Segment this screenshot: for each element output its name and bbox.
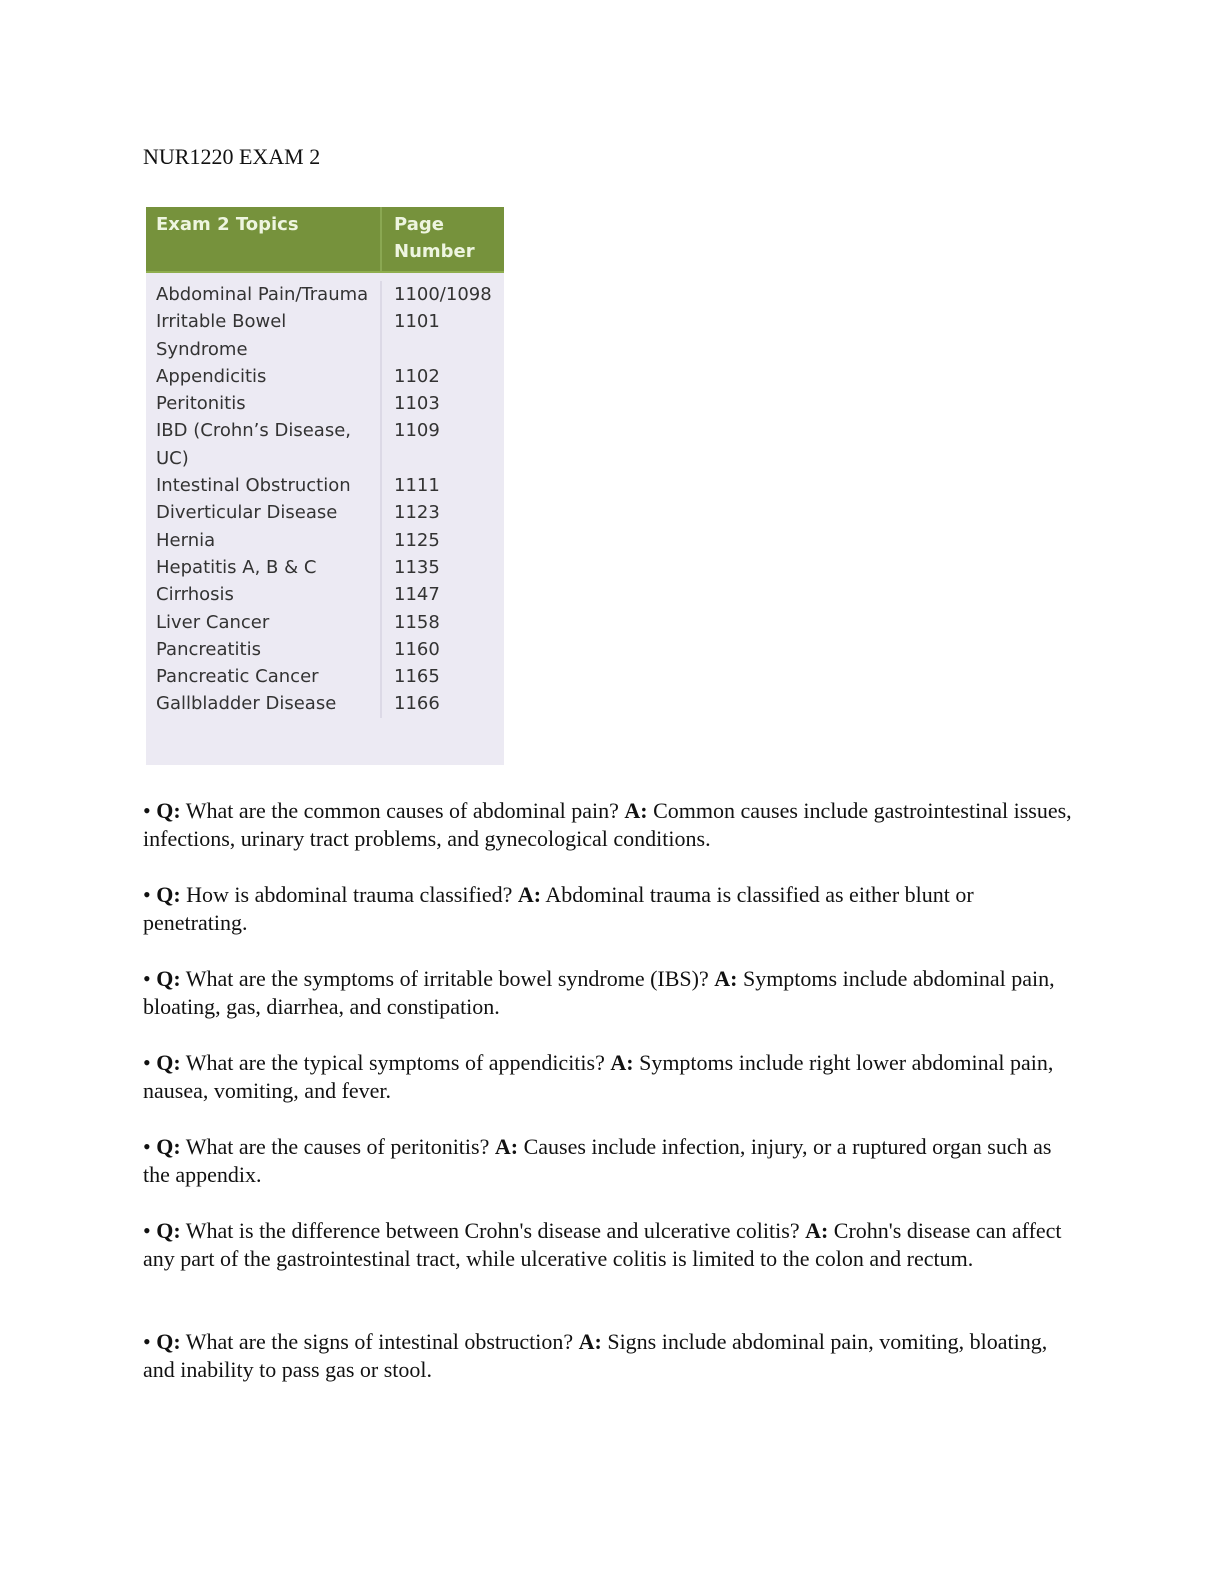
answer-text: Crohn's disease can affect any part of t… <box>143 1218 1062 1271</box>
question-text: What are the symptoms of irritable bowel… <box>180 966 715 991</box>
page-cell: 1135 <box>380 553 504 582</box>
qa-item: • Q: What are the causes of peritonitis?… <box>143 1133 1083 1189</box>
topic-cell: Pancreatitis <box>156 638 261 660</box>
topic-cell: Cirrhosis <box>156 584 234 606</box>
question-text: How is abdominal trauma classified? <box>180 882 518 907</box>
topic-cell: Intestinal Obstruction <box>156 475 351 497</box>
question-text: What are the causes of peritonitis? <box>180 1134 495 1159</box>
table-row: Pancreatitis 1160 <box>146 635 504 664</box>
bullet-icon: • <box>143 1050 157 1075</box>
topic-cell: IBD (Crohn’s Disease, UC) <box>156 420 352 469</box>
answer-text: Signs include abdominal pain, vomiting, … <box>143 1329 1048 1382</box>
bullet-icon: • <box>143 1134 157 1159</box>
qa-item: • Q: How is abdominal trauma classified?… <box>143 881 1083 937</box>
page-cell: 1109 <box>380 417 504 473</box>
question-label: Q: <box>156 966 181 991</box>
answer-label: A: <box>624 798 648 823</box>
bullet-icon: • <box>143 798 157 823</box>
qa-item: • Q: What are the symptoms of irritable … <box>143 965 1083 1021</box>
answer-text: Symptoms include abdominal pain, bloatin… <box>143 966 1055 1019</box>
table-body: Abdominal Pain/Trauma 1100/1098 Irritable … <box>146 273 504 718</box>
question-label: Q: <box>156 1050 181 1075</box>
header-topics: Exam 2 Topics <box>156 214 299 235</box>
table-row: Pancreatic Cancer 1165 <box>146 663 504 691</box>
page-cell: 1166 <box>380 690 504 718</box>
document-title: NUR1220 EXAM 2 <box>143 144 321 169</box>
topics-table: Exam 2 Topics Page Number Abdominal Pain… <box>146 207 504 765</box>
page-cell: 1100/1098 <box>380 281 504 309</box>
answer-label: A: <box>610 1050 634 1075</box>
header-page-number: Page Number <box>380 207 504 271</box>
answer-label: A: <box>578 1329 602 1354</box>
answer-label: A: <box>494 1134 519 1159</box>
bullet-icon: • <box>143 1218 157 1243</box>
table-row: Appendicitis 1102 <box>146 362 504 391</box>
question-label: Q: <box>156 1134 181 1159</box>
table-row: Irritable Bowel Syndrome 1101 <box>146 308 504 363</box>
answer-text: Common causes include gastrointestinal i… <box>143 798 1072 851</box>
qa-item: • Q: What are the typical symptoms of ap… <box>143 1049 1083 1105</box>
page-cell: 1103 <box>380 390 504 418</box>
table-row: Hepatitis A, B & C 1135 <box>146 553 504 582</box>
topic-cell: Irritable Bowel Syndrome <box>156 311 287 360</box>
topic-cell: Peritonitis <box>156 393 246 415</box>
question-text: What are the signs of intestinal obstruc… <box>180 1329 579 1354</box>
topic-cell: Hernia <box>156 529 216 551</box>
page-cell: 1165 <box>380 663 504 691</box>
answer-text: Causes include infection, injury, or a r… <box>143 1134 1052 1187</box>
answer-label: A: <box>805 1218 829 1243</box>
page-cell: 1147 <box>380 581 504 609</box>
question-label: Q: <box>156 798 181 823</box>
topic-cell: Abdominal Pain/Trauma <box>156 284 369 305</box>
table-row: Gallbladder Disease 1166 <box>146 690 504 718</box>
table-row: Peritonitis 1103 <box>146 390 504 418</box>
topic-cell: Diverticular Disease <box>156 502 338 524</box>
qa-item: • Q: What are the common causes of abdom… <box>143 797 1083 853</box>
page-cell: 1111 <box>380 472 504 500</box>
question-label: Q: <box>156 882 181 907</box>
bullet-icon: • <box>143 882 157 907</box>
bullet-icon: • <box>143 1329 157 1354</box>
table-row: Abdominal Pain/Trauma 1100/1098 <box>146 281 504 309</box>
answer-label: A: <box>517 882 542 907</box>
table-row: Diverticular Disease 1123 <box>146 499 504 527</box>
table-row: Cirrhosis 1147 <box>146 581 504 609</box>
topic-cell: Gallbladder Disease <box>156 693 337 715</box>
table-row: Hernia 1125 <box>146 526 504 554</box>
page-cell: 1125 <box>380 526 504 554</box>
topic-cell: Hepatitis A, B & C <box>156 556 317 578</box>
question-label: Q: <box>156 1218 181 1243</box>
question-label: Q: <box>156 1329 181 1354</box>
topic-cell: Liver Cancer <box>156 611 270 633</box>
topic-cell: Appendicitis <box>156 365 267 387</box>
answer-text: Abdominal trauma is classified as either… <box>143 882 974 935</box>
topic-cell: Pancreatic Cancer <box>156 666 319 688</box>
question-text: What are the common causes of abdominal … <box>180 798 625 823</box>
page-cell: 1158 <box>380 608 504 636</box>
bullet-icon: • <box>143 966 157 991</box>
qa-item: • Q: What is the difference between Croh… <box>143 1217 1083 1273</box>
answer-label: A: <box>714 966 738 991</box>
answer-text: Symptoms include right lower abdominal p… <box>143 1050 1054 1103</box>
qa-item: • Q: What are the signs of intestinal ob… <box>143 1328 1083 1384</box>
page-cell: 1123 <box>380 499 504 527</box>
question-text: What are the typical symptoms of appendi… <box>180 1050 611 1075</box>
question-text: What is the difference between Crohn's d… <box>180 1218 806 1243</box>
table-row: IBD (Crohn’s Disease, UC) 1109 <box>146 417 504 473</box>
page-cell: 1102 <box>380 362 504 391</box>
table-row: Intestinal Obstruction 1111 <box>146 472 504 500</box>
table-row: Liver Cancer 1158 <box>146 608 504 636</box>
page-cell: 1160 <box>380 635 504 664</box>
page-cell: 1101 <box>380 308 504 363</box>
table-header: Exam 2 Topics Page Number <box>146 207 504 273</box>
